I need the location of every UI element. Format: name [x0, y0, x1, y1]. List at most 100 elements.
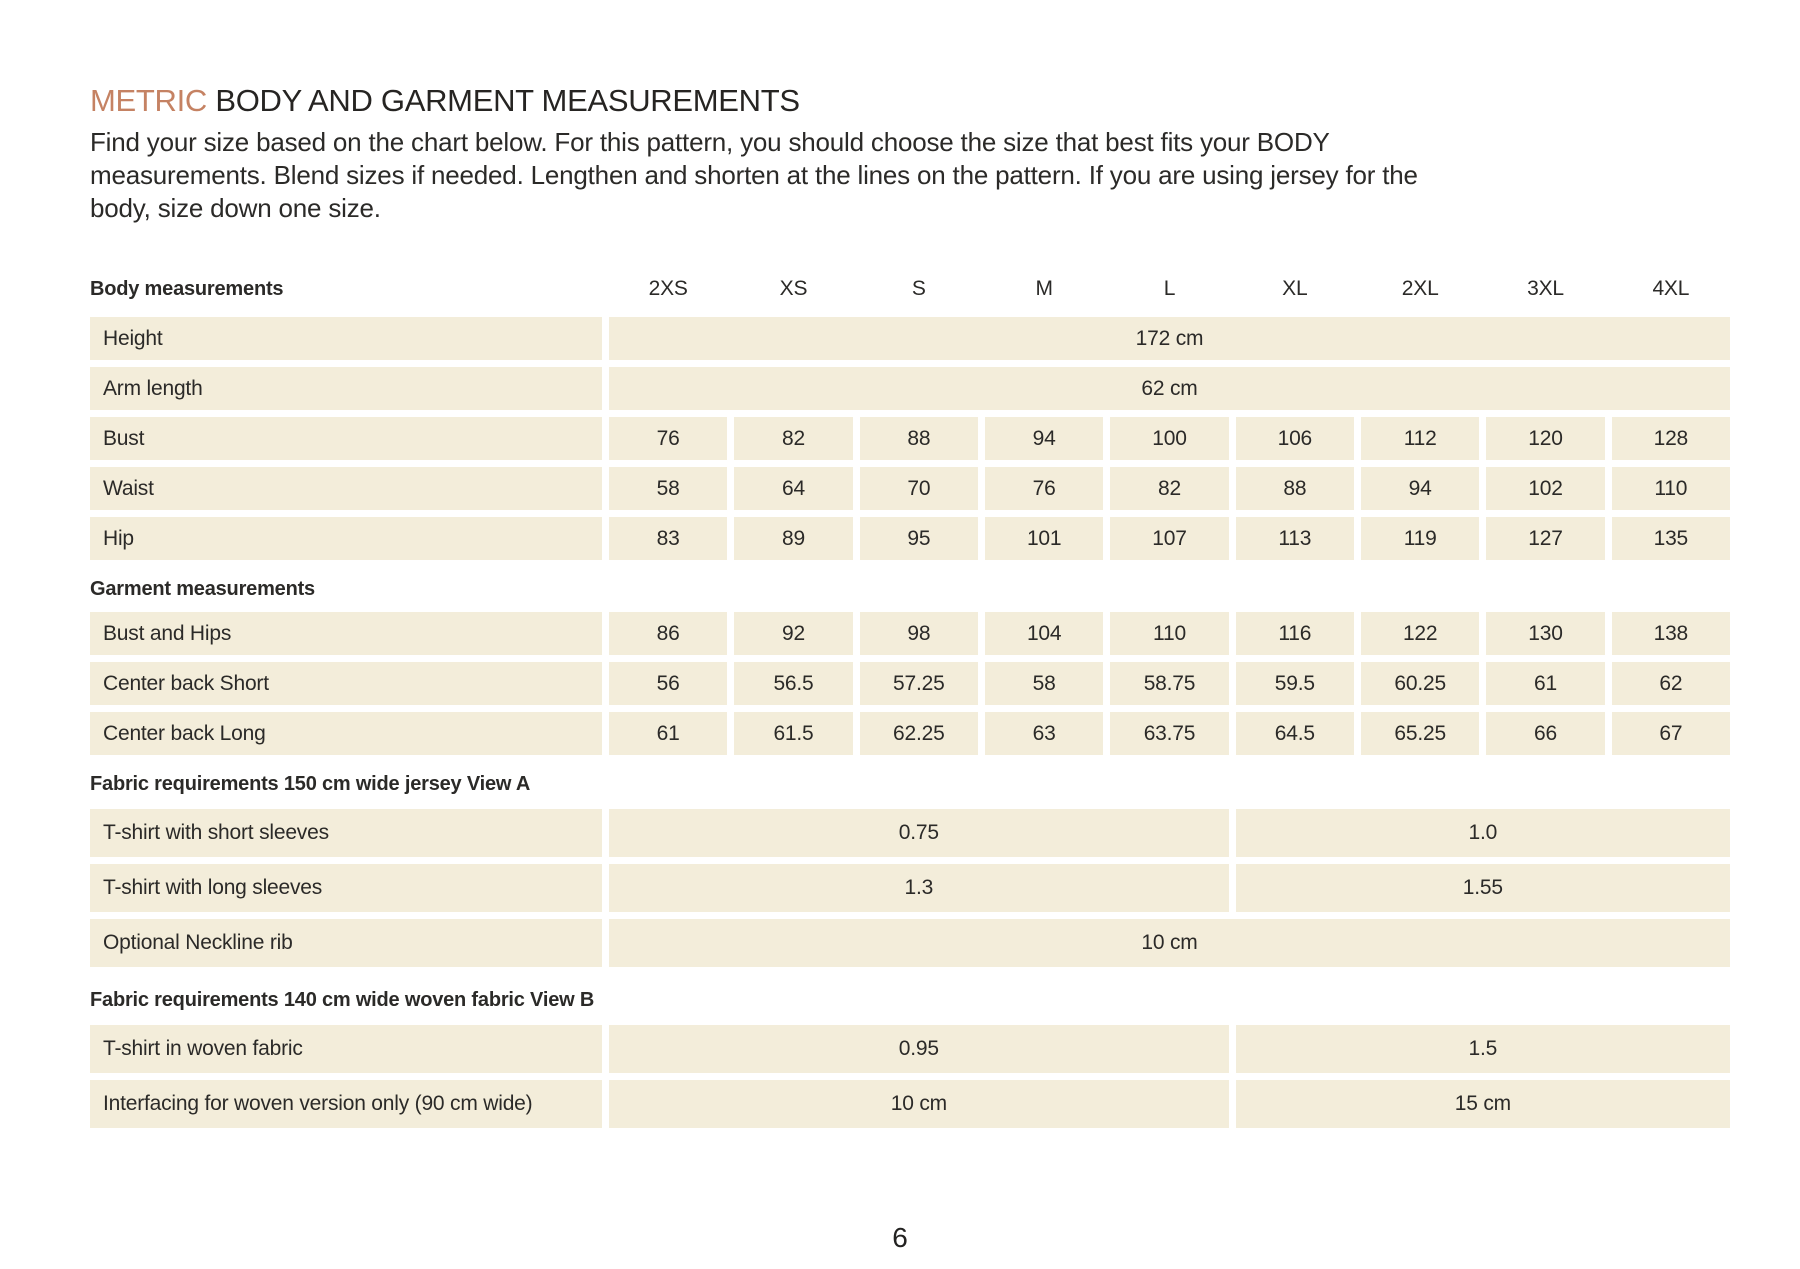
table-row-arm-length: Arm length 62 cm: [90, 367, 1730, 410]
value-cell: 56: [609, 662, 728, 705]
row-label: T-shirt with short sleeves: [90, 809, 602, 857]
value-cell: 95: [859, 517, 978, 560]
section-header-fabric-view-b: Fabric requirements 140 cm wide woven fa…: [90, 989, 595, 1011]
value-cell: 58: [985, 662, 1104, 705]
value-cell: 94: [985, 417, 1104, 460]
size-header-l: L: [1163, 277, 1176, 300]
page-number: 6: [892, 1222, 908, 1253]
value-cell: 107: [1110, 517, 1229, 560]
value-cell: 61.5: [734, 712, 853, 755]
size-header-2xs: 2XS: [648, 277, 688, 300]
value-cell-sizes-xl-to-4xl: 15 cm: [1235, 1080, 1730, 1128]
value-cell: 62: [1611, 662, 1730, 705]
intro-line: body, size down one size.: [90, 193, 381, 223]
value-cell: 128: [1611, 417, 1730, 460]
value-cell: 130: [1486, 612, 1605, 655]
value-cell: 127: [1486, 517, 1605, 560]
value-cell: 83: [609, 517, 728, 560]
section-header-fabric-view-a: Fabric requirements 150 cm wide jersey V…: [90, 773, 531, 795]
value-cell: 82: [734, 417, 853, 460]
row-label: Hip: [90, 517, 602, 560]
value-cell: 122: [1361, 612, 1480, 655]
table-row-waist: Waist 58 64 70 76 82 88 94 102 110: [90, 467, 1730, 510]
row-label: Bust: [90, 417, 602, 460]
value-cell-sizes-xl-to-4xl: 1.5: [1235, 1025, 1730, 1073]
value-cell: 58.75: [1110, 662, 1229, 705]
value-cell: 110: [1110, 612, 1229, 655]
value-cell: 120: [1486, 417, 1605, 460]
row-label: Center back Long: [90, 712, 602, 755]
size-header-s: S: [911, 277, 926, 300]
value-cell: 59.5: [1235, 662, 1354, 705]
value-cell: 76: [985, 467, 1104, 510]
merged-value-cell: 10 cm: [609, 919, 1730, 967]
table-header-row: Body measurements 2XS XS S M L XL 2XL 3X…: [90, 271, 1730, 307]
value-cell: 64: [734, 467, 853, 510]
row-label: Height: [90, 317, 602, 360]
value-cell: 102: [1486, 467, 1605, 510]
size-header-xs: XS: [779, 277, 808, 300]
table-row-tshirt-woven: T-shirt in woven fabric 0.95 1.5: [90, 1025, 1730, 1073]
row-label: Center back Short: [90, 662, 602, 705]
value-cell: 104: [985, 612, 1104, 655]
value-cell: 88: [1235, 467, 1354, 510]
title-text: BODY AND GARMENT MEASUREMENTS: [207, 83, 800, 118]
row-label: T-shirt in woven fabric: [90, 1025, 602, 1073]
table-row-bust-and-hips: Bust and Hips 86 92 98 104 110 116 122 1…: [90, 612, 1730, 655]
value-cell: 113: [1235, 517, 1354, 560]
size-header-m: M: [1035, 277, 1053, 300]
value-cell: 100: [1110, 417, 1229, 460]
value-cell: 57.25: [859, 662, 978, 705]
table-row-height: Height 172 cm: [90, 317, 1730, 360]
table-row-bust: Bust 76 82 88 94 100 106 112 120 128: [90, 417, 1730, 460]
page-title: METRIC BODY AND GARMENT MEASUREMENTS: [90, 82, 1730, 120]
value-cell: 92: [734, 612, 853, 655]
value-cell-sizes-2xs-to-l: 1.3: [609, 864, 1229, 912]
value-cell: 76: [609, 417, 728, 460]
intro-paragraph: Find your size based on the chart below.…: [90, 126, 1730, 225]
value-cell: 63.75: [1110, 712, 1229, 755]
table-row-center-back-long: Center back Long 61 61.5 62.25 63 63.75 …: [90, 712, 1730, 755]
value-cell-sizes-xl-to-4xl: 1.55: [1235, 864, 1730, 912]
value-cell: 98: [859, 612, 978, 655]
value-cell: 64.5: [1235, 712, 1354, 755]
size-header-xl: XL: [1282, 277, 1308, 300]
value-cell: 56.5: [734, 662, 853, 705]
table-row-neckline-rib: Optional Neckline rib 10 cm: [90, 919, 1730, 967]
value-cell-sizes-2xs-to-l: 0.95: [609, 1025, 1229, 1073]
value-cell: 60.25: [1361, 662, 1480, 705]
value-cell: 86: [609, 612, 728, 655]
size-header-4xl: 4XL: [1652, 277, 1690, 300]
title-accent: METRIC: [90, 83, 208, 118]
row-label: Bust and Hips: [90, 612, 602, 655]
intro-line: Find your size based on the chart below.…: [90, 127, 1330, 157]
value-cell: 61: [1486, 662, 1605, 705]
value-cell: 61: [609, 712, 728, 755]
value-cell: 66: [1486, 712, 1605, 755]
value-cell: 112: [1361, 417, 1480, 460]
merged-value-cell: 172 cm: [609, 317, 1730, 360]
table-row-tshirt-short-sleeves: T-shirt with short sleeves 0.75 1.0: [90, 809, 1730, 857]
row-label: T-shirt with long sleeves: [90, 864, 602, 912]
value-cell: 89: [734, 517, 853, 560]
value-cell: 88: [859, 417, 978, 460]
size-header-3xl: 3XL: [1527, 277, 1564, 300]
intro-line: measurements. Blend sizes if needed. Len…: [90, 160, 1418, 190]
value-cell: 106: [1235, 417, 1354, 460]
value-cell: 135: [1611, 517, 1730, 560]
row-label: Waist: [90, 467, 602, 510]
value-cell-sizes-2xs-to-l: 10 cm: [609, 1080, 1229, 1128]
value-cell-sizes-2xs-to-l: 0.75: [609, 809, 1229, 857]
table-row-interfacing: Interfacing for woven version only (90 c…: [90, 1080, 1730, 1128]
table-row-center-back-short: Center back Short 56 56.5 57.25 58 58.75…: [90, 662, 1730, 705]
value-cell: 138: [1611, 612, 1730, 655]
table-row-hip: Hip 83 89 95 101 107 113 119 127 135: [90, 517, 1730, 560]
size-header-2xl: 2XL: [1401, 277, 1439, 300]
value-cell: 67: [1611, 712, 1730, 755]
table-row-tshirt-long-sleeves: T-shirt with long sleeves 1.3 1.55: [90, 864, 1730, 912]
section-header-garment-measurements: Garment measurements: [90, 578, 315, 600]
row-label: Arm length: [90, 367, 602, 410]
value-cell: 58: [609, 467, 728, 510]
value-cell: 101: [985, 517, 1104, 560]
